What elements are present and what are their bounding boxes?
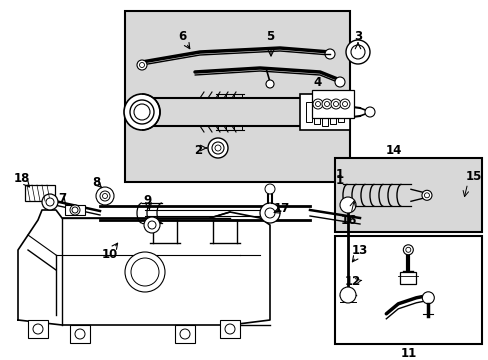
Circle shape xyxy=(324,102,329,107)
Circle shape xyxy=(139,63,144,68)
Bar xyxy=(334,158,481,232)
Bar xyxy=(321,98,327,126)
Text: 4: 4 xyxy=(313,76,322,89)
Circle shape xyxy=(75,329,85,339)
Circle shape xyxy=(321,99,331,109)
Bar xyxy=(70,325,90,343)
Circle shape xyxy=(148,221,156,229)
Circle shape xyxy=(346,40,369,64)
Circle shape xyxy=(350,45,364,59)
Text: 10: 10 xyxy=(102,248,118,261)
Circle shape xyxy=(330,99,340,109)
Text: 5: 5 xyxy=(265,30,274,42)
Circle shape xyxy=(102,194,107,198)
Circle shape xyxy=(339,99,349,109)
Text: 16: 16 xyxy=(340,214,356,227)
Bar xyxy=(175,325,195,343)
Circle shape xyxy=(224,324,235,334)
Circle shape xyxy=(131,258,159,286)
Circle shape xyxy=(125,252,164,292)
Text: 18: 18 xyxy=(14,171,30,184)
Bar xyxy=(65,205,85,215)
Circle shape xyxy=(424,193,428,198)
Circle shape xyxy=(334,77,345,87)
Circle shape xyxy=(339,197,355,213)
Circle shape xyxy=(134,104,150,120)
Bar xyxy=(337,102,343,122)
Circle shape xyxy=(72,207,78,213)
Bar xyxy=(305,102,311,122)
Text: 17: 17 xyxy=(273,202,289,215)
Circle shape xyxy=(180,329,190,339)
Circle shape xyxy=(315,102,320,107)
Circle shape xyxy=(405,247,410,252)
Text: 8: 8 xyxy=(92,175,100,189)
Text: 7: 7 xyxy=(58,192,66,204)
Circle shape xyxy=(265,80,273,88)
Text: 1: 1 xyxy=(335,168,344,181)
Bar xyxy=(329,100,335,124)
Circle shape xyxy=(364,107,374,117)
Bar xyxy=(311,90,353,118)
Circle shape xyxy=(403,245,412,255)
Bar xyxy=(25,185,55,201)
Text: 13: 13 xyxy=(351,243,367,256)
Circle shape xyxy=(46,198,54,206)
Text: 15: 15 xyxy=(465,170,481,183)
Circle shape xyxy=(260,203,280,223)
Text: 12: 12 xyxy=(344,275,360,288)
Circle shape xyxy=(207,138,227,158)
Text: 3: 3 xyxy=(353,30,361,42)
Circle shape xyxy=(33,324,43,334)
Circle shape xyxy=(339,287,355,303)
Circle shape xyxy=(137,60,147,70)
Circle shape xyxy=(70,205,80,215)
Circle shape xyxy=(96,187,114,205)
Text: 9: 9 xyxy=(143,194,152,207)
Circle shape xyxy=(215,145,221,151)
Circle shape xyxy=(264,208,274,218)
Bar xyxy=(124,11,349,182)
Text: 2: 2 xyxy=(194,144,202,157)
Circle shape xyxy=(143,217,160,233)
Circle shape xyxy=(100,191,110,201)
Text: 1: 1 xyxy=(335,174,344,186)
Bar xyxy=(313,100,319,124)
Bar xyxy=(334,236,481,344)
Circle shape xyxy=(124,94,160,130)
Circle shape xyxy=(264,184,274,194)
Text: 6: 6 xyxy=(178,30,186,42)
Circle shape xyxy=(212,142,224,154)
Circle shape xyxy=(342,102,347,107)
Circle shape xyxy=(130,100,154,124)
Circle shape xyxy=(42,194,58,210)
Circle shape xyxy=(333,102,338,107)
Circle shape xyxy=(422,292,433,304)
Circle shape xyxy=(312,99,323,109)
Bar xyxy=(299,94,349,130)
Circle shape xyxy=(325,49,334,59)
Bar xyxy=(400,272,415,284)
Circle shape xyxy=(421,190,431,200)
Text: 14: 14 xyxy=(385,144,401,157)
Bar xyxy=(220,320,240,338)
Bar xyxy=(28,320,48,338)
Text: 11: 11 xyxy=(399,347,416,360)
